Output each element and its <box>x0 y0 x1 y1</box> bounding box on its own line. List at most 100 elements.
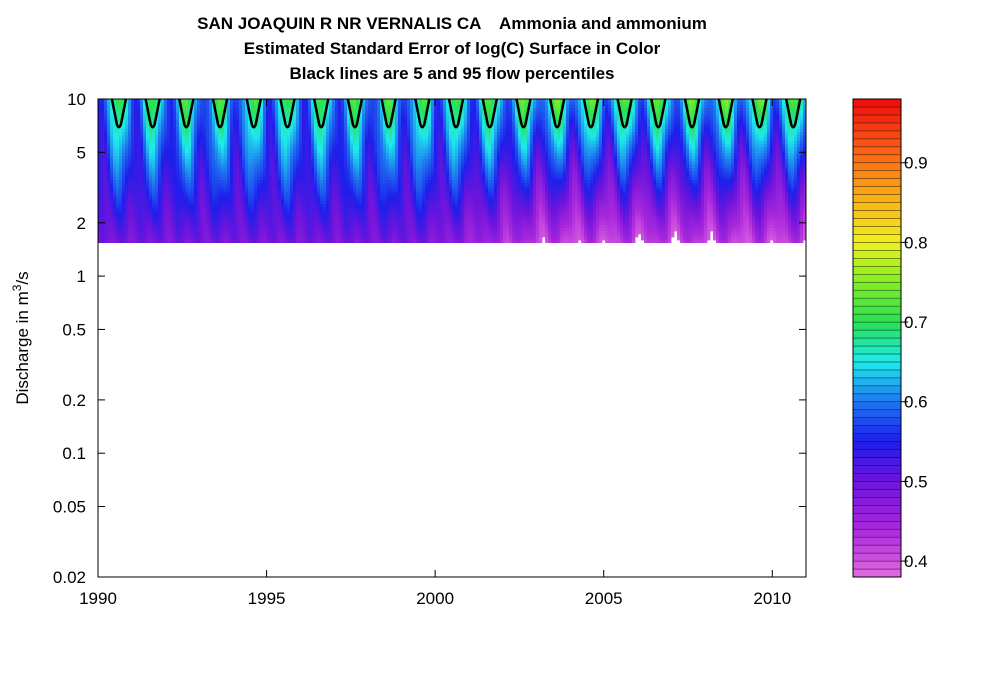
colorbar-tick-label: 0.7 <box>904 313 928 332</box>
percentile-line <box>178 99 195 129</box>
colorbar-band <box>852 560 902 570</box>
percentile-line <box>245 99 263 129</box>
colorbar <box>852 98 902 578</box>
colorbar-band <box>852 297 902 307</box>
percentile-line <box>751 99 768 129</box>
y-tick-label: 0.1 <box>62 444 86 463</box>
y-tick-label: 2 <box>77 214 86 233</box>
percentile-line <box>683 99 701 129</box>
x-tick-label: 1990 <box>79 589 117 608</box>
colorbar-band <box>852 401 902 411</box>
colorbar-band <box>852 497 902 506</box>
colorbar-band <box>852 481 902 490</box>
color-surface <box>98 99 806 243</box>
colorbar-band <box>852 281 902 291</box>
x-tick-label: 2010 <box>753 589 791 608</box>
plot-frame <box>97 98 807 578</box>
colorbar-band <box>852 154 902 164</box>
colorbar-band <box>852 409 902 418</box>
colorbar-band <box>852 552 902 562</box>
percentile-line <box>211 99 229 129</box>
colorbar-axis: 0.4 0.5 0.6 0.7 0.8 0.9 <box>901 154 928 571</box>
colorbar-band <box>852 162 902 172</box>
colorbar-band <box>852 449 902 458</box>
colorbar-band <box>852 210 902 219</box>
flow-percentile-lines <box>110 99 802 129</box>
percentile-line <box>784 99 802 129</box>
colorbar-band <box>852 122 902 132</box>
y-tick-label: 5 <box>77 143 86 162</box>
y-tick-label: 10 <box>67 90 86 109</box>
colorbar-band <box>852 528 902 538</box>
colorbar-band <box>852 441 902 450</box>
colorbar-band <box>852 504 902 514</box>
percentile-line <box>110 99 128 129</box>
chart-title-line-3: Black lines are 5 and 95 flow percentile… <box>289 64 615 83</box>
colorbar-band <box>852 138 902 148</box>
percentile-line <box>144 99 161 129</box>
colorbar-band <box>852 218 902 227</box>
colorbar-band <box>852 234 902 243</box>
colorbar-band <box>852 473 902 482</box>
percentile-line <box>346 99 364 129</box>
y-axis: 0.02 0.05 0.1 0.2 0.5 1 2 5 10 <box>53 90 806 587</box>
x-tick-label: 1995 <box>248 589 286 608</box>
x-axis: 1990 1995 2000 2005 2010 <box>79 99 791 608</box>
colorbar-band <box>852 536 902 546</box>
colorbar-band <box>852 321 902 331</box>
percentile-line <box>481 99 499 129</box>
percentile-line <box>616 99 633 129</box>
y-tick-label: 0.2 <box>62 391 86 410</box>
colorbar-band <box>852 417 902 426</box>
x-tick-label: 2000 <box>416 589 454 608</box>
percentile-line <box>515 99 532 129</box>
colorbar-band <box>852 369 902 379</box>
colorbar-band <box>852 226 902 235</box>
colorbar-band <box>852 433 902 442</box>
colorbar-band <box>852 520 902 530</box>
colorbar-band <box>852 313 902 323</box>
colorbar-band <box>852 242 902 251</box>
percentile-line <box>717 99 735 129</box>
percentile-line <box>380 99 397 129</box>
percentile-line <box>447 99 465 129</box>
colorbar-band <box>852 329 902 339</box>
colorbar-tick-label: 0.9 <box>904 154 928 173</box>
x-tick-label: 2005 <box>585 589 623 608</box>
colorbar-band <box>852 170 902 179</box>
colorbar-band <box>852 465 902 474</box>
colorbar-band <box>852 377 902 387</box>
colorbar-band <box>852 489 902 498</box>
colorbar-band <box>852 385 902 395</box>
colorbar-band <box>852 106 902 116</box>
colorbar-band <box>852 194 902 203</box>
colorbar-band <box>852 289 902 299</box>
percentile-line <box>312 99 330 129</box>
colorbar-band <box>852 425 902 434</box>
chart-title-line-1: SAN JOAQUIN R NR VERNALIS CA Ammonia and… <box>197 14 707 33</box>
y-tick-label: 1 <box>77 267 86 286</box>
colorbar-band <box>852 345 902 355</box>
colorbar-band <box>852 512 902 522</box>
colorbar-band <box>852 337 902 347</box>
colorbar-band <box>852 202 902 211</box>
colorbar-tick-label: 0.5 <box>904 472 928 491</box>
percentile-line <box>279 99 296 129</box>
colorbar-tick-label: 0.4 <box>904 552 928 571</box>
y-axis-label: Discharge in m3/s <box>10 271 32 404</box>
colorbar-band <box>852 265 902 275</box>
percentile-line <box>414 99 431 129</box>
y-tick-label: 0.5 <box>62 320 86 339</box>
colorbar-band <box>852 178 902 187</box>
y-tick-label: 0.02 <box>53 568 86 587</box>
chart-title-line-2: Estimated Standard Error of log(C) Surfa… <box>243 39 661 58</box>
colorbar-tick-label: 0.6 <box>904 393 928 412</box>
colorbar-band <box>852 393 902 403</box>
colorbar-tick-label: 0.8 <box>904 233 928 252</box>
colorbar-band <box>852 568 902 578</box>
colorbar-band <box>852 273 902 283</box>
colorbar-band <box>852 258 902 267</box>
colorbar-frame <box>852 98 902 578</box>
colorbar-band <box>852 361 902 371</box>
colorbar-band <box>852 114 902 124</box>
